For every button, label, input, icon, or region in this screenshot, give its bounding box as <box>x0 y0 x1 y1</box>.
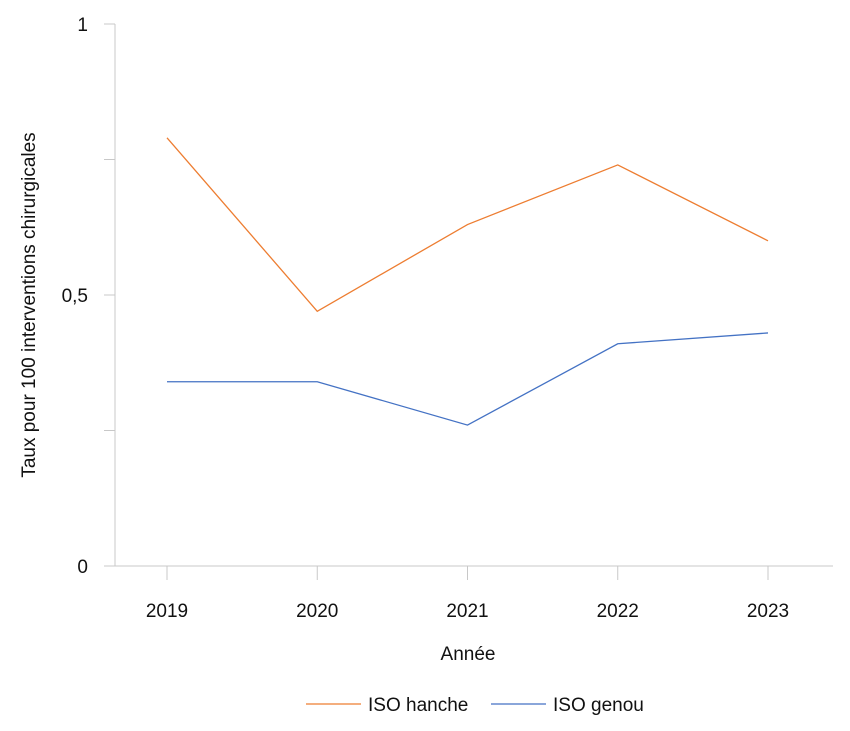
legend-item: ISO genou <box>491 695 644 716</box>
x-tick-label: 2021 <box>446 601 488 622</box>
series-lines <box>166 137 769 426</box>
legend-item: ISO hanche <box>306 695 468 716</box>
x-axis-title: Année <box>441 644 496 665</box>
x-tick-label: 2023 <box>747 601 789 622</box>
y-axis-title: Taux pour 100 interventions chirurgicale… <box>19 132 40 477</box>
x-tick-label: 2019 <box>146 601 188 622</box>
x-tick-label: 2022 <box>597 601 639 622</box>
x-ticks: 2019 2020 2021 2022 2023 <box>146 566 789 622</box>
legend: ISO hanche ISO genou <box>306 695 644 716</box>
series-line-iso-genou <box>167 332 769 426</box>
series-line-iso-hanche <box>166 137 769 313</box>
y-tick-label: 1 <box>77 15 88 36</box>
y-tick-label: 0 <box>77 557 88 578</box>
axes <box>114 24 833 567</box>
y-tick-label: 0,5 <box>62 286 88 307</box>
x-tick-label: 2020 <box>296 601 338 622</box>
y-ticks: 00,51 <box>62 15 115 578</box>
legend-label: ISO hanche <box>368 695 468 716</box>
legend-label: ISO genou <box>553 695 644 716</box>
